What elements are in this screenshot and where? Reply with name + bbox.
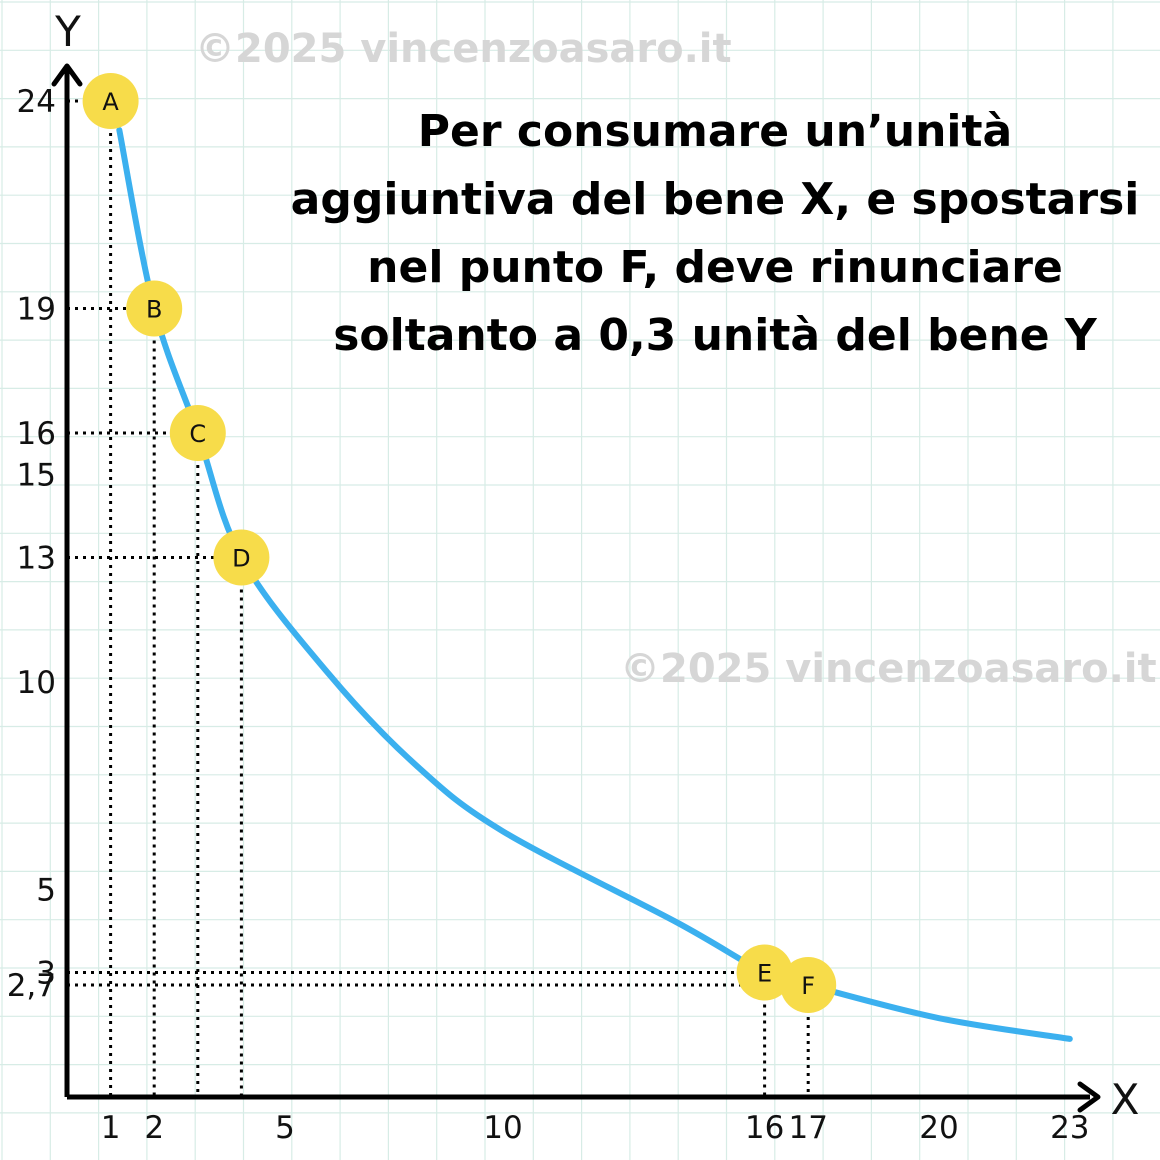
point-label-c: C <box>189 420 206 448</box>
x-tick-1: 1 <box>101 1110 121 1146</box>
data-points: A B C D E F <box>82 73 837 1013</box>
y-tick-3: 3 <box>36 956 56 992</box>
point-label-f: F <box>801 972 815 1000</box>
point-label-d: D <box>232 545 250 573</box>
point-f: F <box>780 956 837 1013</box>
x-tick-5: 5 <box>275 1110 295 1146</box>
watermark-middle: ©2025 vincenzoasaro.it <box>620 646 1157 692</box>
y-tick-2-7: 2,7 <box>7 968 56 1004</box>
axes <box>51 63 1101 1113</box>
point-label-a: A <box>102 88 119 116</box>
point-c: C <box>169 405 226 461</box>
point-label-e: E <box>757 960 772 988</box>
annotation-text: Per consumare un’unità aggiuntiva del be… <box>290 106 1140 361</box>
point-marker-c <box>169 405 226 461</box>
y-tick-15: 15 <box>17 458 56 494</box>
x-tick-10: 10 <box>483 1110 522 1146</box>
x-tick-20: 20 <box>919 1110 958 1146</box>
point-marker-a <box>82 73 139 129</box>
point-marker-f <box>780 956 837 1013</box>
watermark-top: ©2025 vincenzoasaro.it <box>195 26 732 72</box>
point-label-b: B <box>146 296 162 324</box>
y-tick-5: 5 <box>36 873 56 909</box>
point-e: E <box>736 944 793 1001</box>
point-a: A <box>82 73 139 129</box>
y-tick-labels: 24 19 16 15 13 10 5 32,7 <box>7 84 56 1004</box>
y-tick-19: 19 <box>17 292 56 328</box>
point-b: B <box>126 280 183 337</box>
point-marker-b <box>126 280 183 337</box>
x-tick-16: 16 <box>745 1110 784 1146</box>
x-axis-label: X <box>1111 1075 1140 1124</box>
point-marker-e <box>736 944 793 1001</box>
point-marker-d <box>213 529 270 586</box>
x-tick-17: 17 <box>788 1110 827 1146</box>
guide-lines <box>67 99 810 1097</box>
point-d: D <box>213 529 270 586</box>
x-axis-arrow <box>1077 1081 1101 1113</box>
x-tick-23: 23 <box>1050 1110 1089 1146</box>
x-tick-2: 2 <box>144 1110 164 1146</box>
y-tick-16: 16 <box>17 416 56 452</box>
y-axis-label: Y <box>54 7 81 56</box>
x-tick-labels: 1 2 5 10 16 17 20 23 <box>101 1110 1090 1146</box>
y-tick-24: 24 <box>17 84 56 120</box>
y-tick-13: 13 <box>17 541 56 577</box>
y-axis-arrow <box>51 63 83 87</box>
y-tick-10: 10 <box>17 665 56 701</box>
